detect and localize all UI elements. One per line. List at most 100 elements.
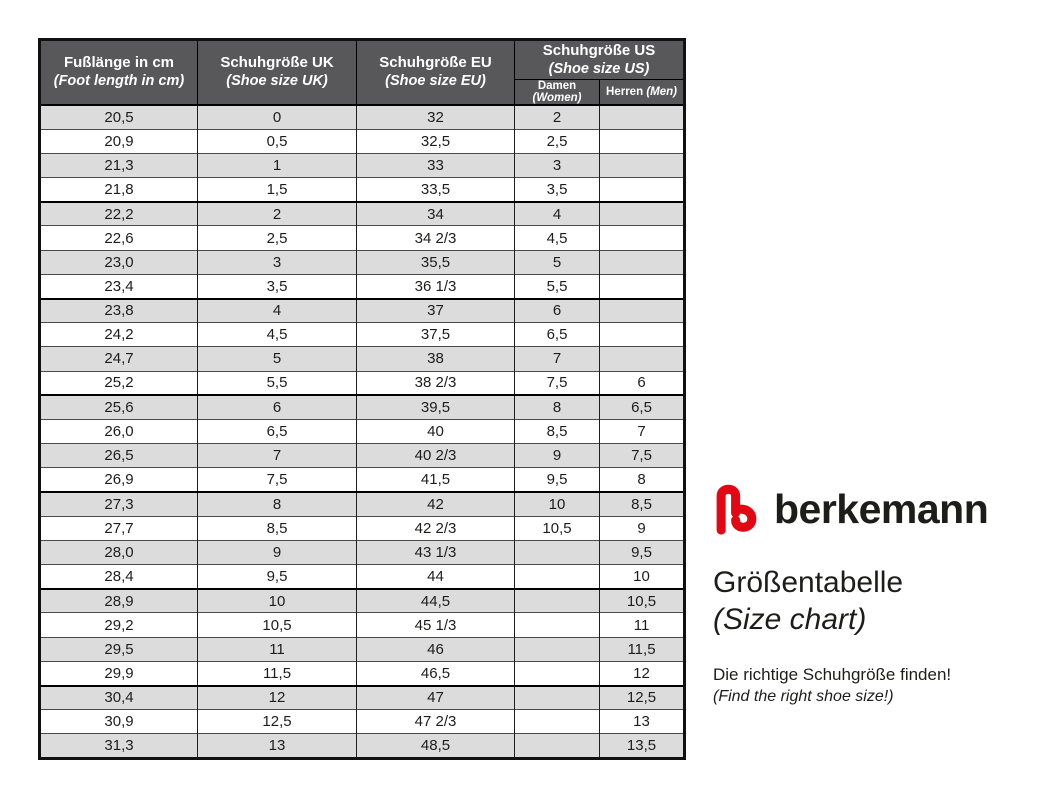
table-cell: 21,8 xyxy=(39,177,198,202)
table-cell: 13 xyxy=(598,709,686,734)
table-row: 28,4 9,5 44 10 xyxy=(39,564,686,589)
table-cell xyxy=(598,273,686,299)
table-cell: 11 xyxy=(197,636,357,662)
table-cell xyxy=(598,297,686,323)
table-cell: 47 xyxy=(356,684,515,710)
table-cell: 27,3 xyxy=(39,490,198,517)
berkemann-logo-icon xyxy=(716,484,757,535)
table-row: 27,7 8,5 42 2/3 10,5 9 xyxy=(39,515,686,541)
table-row: 23,4 3,5 36 1/3 5,5 xyxy=(39,273,686,299)
col-header-uk-en: (Shoe size UK) xyxy=(226,73,328,90)
table-cell: 6,5 xyxy=(197,418,357,444)
table-cell: 47 2/3 xyxy=(356,709,515,734)
table-cell xyxy=(514,636,600,662)
col-header-eu-en: (Shoe size EU) xyxy=(385,73,486,90)
col-header-eu: Schuhgröße EU (Shoe size EU) xyxy=(356,39,515,106)
table-row: 27,3 8 42 10 8,5 xyxy=(39,490,686,517)
col-header-uk-de: Schuhgröße UK xyxy=(220,54,334,72)
table-cell: 25,2 xyxy=(39,370,198,396)
col-header-us-women: Damen (Women) xyxy=(514,79,600,106)
table-cell: 9 xyxy=(197,539,357,565)
table-cell: 12 xyxy=(197,684,357,710)
table-cell: 44 xyxy=(356,564,515,589)
table-cell: 33,5 xyxy=(356,177,515,202)
table-cell: 9 xyxy=(598,515,686,541)
col-header-us-men-en: (Men) xyxy=(646,86,677,98)
table-cell: 4,5 xyxy=(514,225,600,251)
table-cell: 3 xyxy=(514,152,600,178)
size-table-header: Fußlänge in cm (Foot length in cm) Schuh… xyxy=(39,39,686,106)
table-row: 21,8 1,5 33,5 3,5 xyxy=(39,177,686,202)
table-cell: 24,2 xyxy=(39,322,198,347)
table-cell: 27,7 xyxy=(39,515,198,541)
table-cell xyxy=(598,346,686,372)
table-cell: 10 xyxy=(197,587,357,613)
table-cell: 4 xyxy=(514,200,600,226)
table-row: 23,8 4 37 6 xyxy=(39,297,686,323)
table-cell xyxy=(514,587,600,613)
table-cell: 7 xyxy=(598,418,686,444)
col-header-us-women-en: (Women) xyxy=(532,92,582,104)
table-cell: 24,7 xyxy=(39,346,198,372)
table-cell: 2 xyxy=(197,200,357,226)
table-row: 30,9 12,5 47 2/3 13 xyxy=(39,709,686,734)
table-cell: 8 xyxy=(514,394,600,420)
table-row: 20,9 0,5 32,5 2,5 xyxy=(39,128,686,154)
table-cell: 6 xyxy=(197,394,357,420)
table-cell: 2,5 xyxy=(197,225,357,251)
table-cell: 4 xyxy=(197,297,357,323)
table-cell: 6 xyxy=(514,297,600,323)
table-cell xyxy=(514,733,600,759)
table-cell: 0,5 xyxy=(197,128,357,154)
table-cell: 28,0 xyxy=(39,539,198,565)
table-row: 22,2 2 34 4 xyxy=(39,200,686,226)
table-cell: 34 xyxy=(356,200,515,226)
table-cell: 6,5 xyxy=(598,394,686,420)
col-header-foot-length: Fußlänge in cm (Foot length in cm) xyxy=(39,39,198,106)
table-row: 20,5 0 32 2 xyxy=(39,103,686,130)
table-cell: 5,5 xyxy=(197,370,357,396)
table-cell: 7 xyxy=(197,443,357,468)
table-cell xyxy=(514,539,600,565)
table-row: 31,3 13 48,5 13,5 xyxy=(39,733,686,759)
table-row: 26,5 7 40 2/3 9 7,5 xyxy=(39,443,686,468)
table-cell: 6,5 xyxy=(514,322,600,347)
table-cell: 28,4 xyxy=(39,564,198,589)
table-cell: 37,5 xyxy=(356,322,515,347)
table-cell: 5,5 xyxy=(514,273,600,299)
table-cell: 12 xyxy=(598,660,686,686)
table-cell: 10 xyxy=(514,490,600,517)
table-cell: 20,5 xyxy=(39,103,198,130)
table-cell: 6 xyxy=(598,370,686,396)
size-table-body: 20,5 0 32 2 20,9 0,5 32,5 2,5 21,3 1 33 3 21,8 1,5 33,… xyxy=(39,103,686,759)
table-cell: 35,5 xyxy=(356,249,515,275)
table-cell: 10,5 xyxy=(598,587,686,613)
table-cell: 26,0 xyxy=(39,418,198,444)
col-header-us-en: (Shoe size US) xyxy=(548,60,650,77)
table-cell: 38 xyxy=(356,346,515,372)
table-cell: 22,6 xyxy=(39,225,198,251)
table-cell: 40 2/3 xyxy=(356,443,515,468)
table-cell: 23,0 xyxy=(39,249,198,275)
table-cell: 29,9 xyxy=(39,660,198,686)
table-cell: 8,5 xyxy=(197,515,357,541)
table-cell xyxy=(514,684,600,710)
table-cell: 40 xyxy=(356,418,515,444)
col-header-us-de: Schuhgröße US xyxy=(542,41,656,59)
col-header-us-men-de: Herren xyxy=(606,86,644,98)
table-cell: 1,5 xyxy=(197,177,357,202)
table-cell: 8 xyxy=(197,490,357,517)
table-cell: 38 2/3 xyxy=(356,370,515,396)
col-header-us: Schuhgröße US (Shoe size US) xyxy=(513,39,686,80)
table-cell: 12,5 xyxy=(197,709,357,734)
table-cell: 25,6 xyxy=(39,394,198,420)
table-cell: 31,3 xyxy=(39,733,198,759)
table-cell: 10,5 xyxy=(514,515,600,541)
table-cell: 37 xyxy=(356,297,515,323)
table-row: 30,4 12 47 12,5 xyxy=(39,684,686,710)
table-cell xyxy=(514,564,600,589)
table-cell: 7,5 xyxy=(197,467,357,492)
page-title-en: (Size chart) xyxy=(713,603,867,636)
col-header-us-men: Herren (Men) xyxy=(598,79,686,106)
table-cell: 5 xyxy=(197,346,357,372)
